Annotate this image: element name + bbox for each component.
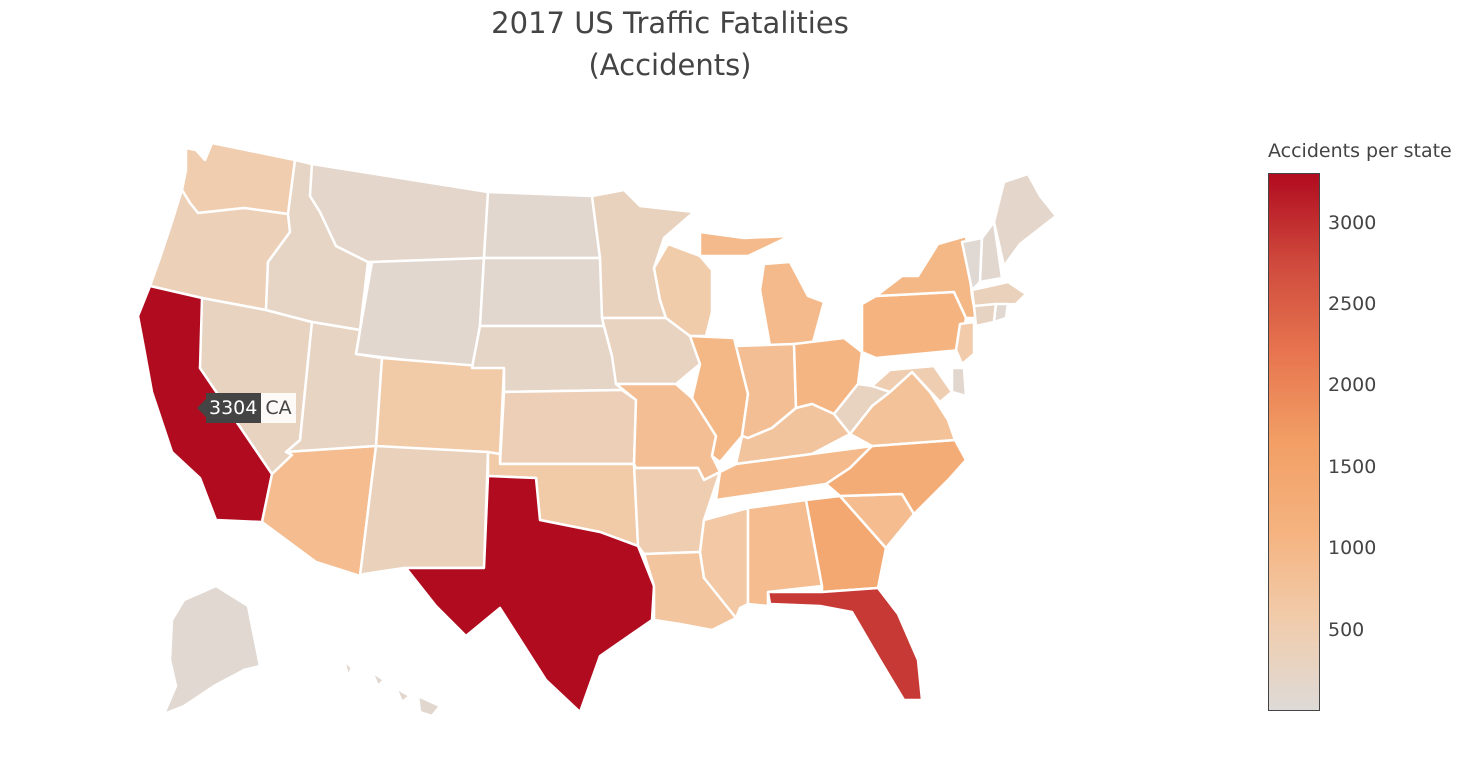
- state-wa[interactable]: [180, 141, 297, 216]
- state-ma[interactable]: [970, 280, 1028, 308]
- tooltip-value: 3304: [206, 393, 262, 423]
- state-hi[interactable]: [342, 658, 442, 718]
- colorbar-tick-label: 3000: [1328, 211, 1377, 234]
- colorbar-tick-label: 500: [1328, 618, 1365, 641]
- colorbar-title: Accidents per state: [1268, 140, 1452, 162]
- colorbar-tick-label: 1000: [1328, 537, 1377, 560]
- state-ks[interactable]: [498, 388, 638, 466]
- state-nj[interactable]: [954, 320, 976, 366]
- state-pa[interactable]: [860, 290, 968, 360]
- hover-tooltip: 3304 CA: [197, 393, 296, 423]
- state-nd[interactable]: [482, 190, 602, 260]
- state-md[interactable]: [870, 364, 954, 404]
- chart-title: 2017 US Traffic Fatalities (Accidents): [0, 2, 1340, 86]
- state-ct[interactable]: [972, 302, 998, 328]
- colorbar: [1268, 173, 1320, 711]
- state-nc[interactable]: [824, 438, 968, 516]
- state-de[interactable]: [950, 366, 968, 398]
- state-ri[interactable]: [992, 302, 1010, 324]
- state-nm[interactable]: [358, 444, 490, 578]
- state-wy[interactable]: [354, 256, 486, 370]
- colorbar-tick-label: 2000: [1328, 374, 1377, 397]
- colorbar-tick-label: 1500: [1328, 455, 1377, 478]
- chart-title-line1: 2017 US Traffic Fatalities: [491, 6, 849, 40]
- state-fl[interactable]: [766, 586, 924, 702]
- chart-title-line2: (Accidents): [588, 48, 752, 82]
- state-me[interactable]: [992, 172, 1058, 268]
- state-co[interactable]: [374, 356, 506, 456]
- tooltip-arrow: [197, 399, 206, 417]
- colorbar-tick-label: 2500: [1328, 292, 1377, 315]
- state-wi[interactable]: [652, 242, 714, 338]
- us-choropleth-map: [136, 141, 1058, 718]
- state-mi[interactable]: [698, 230, 826, 348]
- state-mt[interactable]: [308, 162, 490, 264]
- state-sd[interactable]: [478, 256, 606, 328]
- state-nh[interactable]: [978, 220, 1004, 284]
- tooltip-state: CA: [261, 393, 296, 423]
- state-tx[interactable]: [404, 474, 656, 714]
- state-ak[interactable]: [162, 584, 262, 716]
